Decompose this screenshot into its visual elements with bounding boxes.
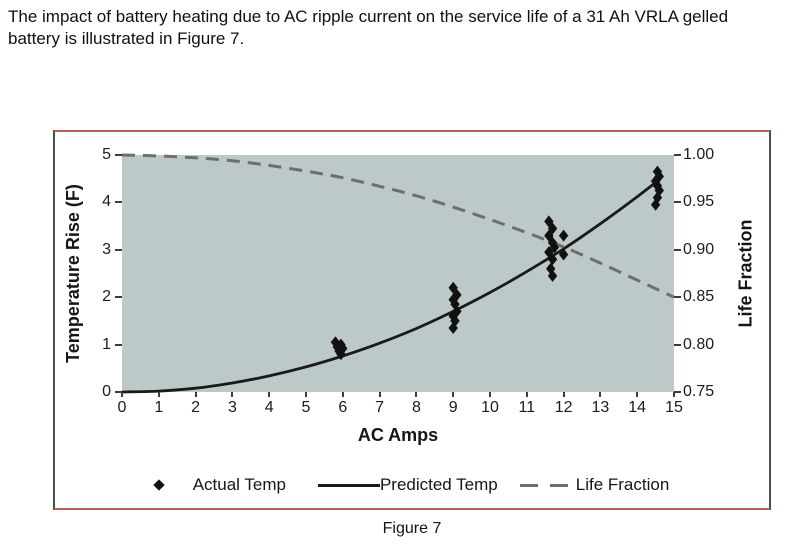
x-axis-tick-mark xyxy=(562,392,565,397)
right-axis-tick-label: 0.80 xyxy=(683,335,715,353)
x-axis-tick-label: 15 xyxy=(665,399,683,416)
x-axis-tick-mark xyxy=(378,392,381,397)
right-axis-tick-mark xyxy=(674,343,681,346)
left-axis-tick-mark xyxy=(115,391,122,393)
x-axis-tick-mark xyxy=(599,392,602,397)
left-axis-tick-label: 4 xyxy=(102,193,111,211)
chart-legend: Actual Temp Predicted Temp Life Fraction xyxy=(55,470,769,500)
x-axis-tick-mark xyxy=(525,392,528,397)
actual-temp-diamond-icon xyxy=(153,479,165,491)
data-point-diamond xyxy=(558,248,569,261)
x-axis-tick-mark xyxy=(194,392,197,397)
x-axis-tick-label: 1 xyxy=(154,399,164,416)
left-axis-tick-mark xyxy=(115,154,122,156)
left-axis-title: Temperature Rise (F) xyxy=(62,184,83,363)
left-axis-tick-mark xyxy=(115,201,122,204)
data-point-diamond xyxy=(336,348,346,361)
intro-line-2: battery is illustrated in Figure 7. xyxy=(8,29,245,48)
intro-line-1: The impact of battery heating due to AC … xyxy=(8,7,729,26)
data-point-diamond xyxy=(654,170,664,183)
x-axis-tick-label: 8 xyxy=(411,399,421,416)
left-axis-tick-mark xyxy=(115,248,122,251)
right-axis-tick-label: 0.85 xyxy=(683,288,715,306)
data-point-diamond xyxy=(654,184,664,197)
life-fraction-dash-icon xyxy=(519,483,576,487)
data-point-diamond xyxy=(549,241,560,254)
x-axis-tick-label: 12 xyxy=(554,399,573,416)
x-axis-tick-label: 10 xyxy=(481,399,499,416)
legend-label-actual-temp: Actual Temp xyxy=(192,475,286,494)
left-axis-tick-mark xyxy=(115,343,122,346)
right-axis-tick-label: 0.95 xyxy=(683,193,715,211)
right-axis-title: Life Fraction xyxy=(735,219,756,328)
figure-7-chart: Temperature Rise (F) Life Fraction 5 4 3 2 1… xyxy=(53,130,771,510)
data-point-diamond xyxy=(650,198,661,211)
plot-area-background xyxy=(122,155,674,392)
left-axis-tick-label: 0 xyxy=(102,383,111,400)
figure-caption: Figure 7 xyxy=(382,520,442,537)
left-axis-tick-label: 2 xyxy=(102,288,111,306)
x-axis-tick-label: 13 xyxy=(591,399,610,416)
data-point-diamond xyxy=(448,322,458,335)
data-point-diamond xyxy=(452,288,462,301)
x-axis-tick-mark xyxy=(268,392,271,397)
right-axis-tick-label: 1.00 xyxy=(683,146,715,163)
data-point-diamond xyxy=(650,175,661,188)
right-axis-tick-mark xyxy=(674,248,681,251)
data-point-diamond xyxy=(652,191,663,204)
plot-series-layer xyxy=(121,153,675,394)
right-axis-tick-mark xyxy=(674,296,681,299)
x-axis-tick-mark xyxy=(341,392,344,397)
chart-canvas: Temperature Rise (F) Life Fraction 5 4 3 2 1… xyxy=(55,132,769,508)
right-axis-tick-label: 0.90 xyxy=(683,240,715,258)
x-axis-tick-label: 7 xyxy=(375,399,385,416)
x-axis-tick-mark xyxy=(305,392,307,397)
x-axis-tick-mark xyxy=(415,392,418,397)
x-axis-tick-mark xyxy=(452,392,455,397)
left-axis-tick-label: 3 xyxy=(102,240,111,258)
x-axis-tick-label: 5 xyxy=(301,399,311,416)
x-axis-tick-label: 4 xyxy=(264,399,274,416)
legend-label-life-fraction: Life Fraction xyxy=(575,475,670,494)
x-axis-tick-mark xyxy=(636,392,639,397)
right-axis-tick-mark xyxy=(674,154,681,156)
data-point-diamond xyxy=(558,229,569,242)
right-axis-tick-mark xyxy=(674,391,681,393)
x-axis-tick-label: 0 xyxy=(117,399,127,416)
left-axis-tick-mark xyxy=(115,296,122,299)
series-life-fraction xyxy=(121,153,675,299)
x-axis-tick-label: 3 xyxy=(227,399,237,416)
data-point-diamond xyxy=(652,179,663,192)
x-axis-tick-label: 11 xyxy=(518,399,536,416)
left-axis-tick-label: 1 xyxy=(102,335,111,353)
x-axis-tick-mark xyxy=(157,392,160,397)
right-axis-tick-mark xyxy=(674,201,681,204)
predicted-temp-line-icon xyxy=(317,483,380,487)
x-axis-tick-label: 2 xyxy=(191,399,201,416)
data-point-diamond xyxy=(652,165,663,178)
series-predicted-temp xyxy=(121,178,661,394)
x-axis-tick-mark xyxy=(231,392,234,397)
right-axis-tick-label: 0.75 xyxy=(683,383,715,400)
x-axis-title: AC Amps xyxy=(357,425,439,445)
x-axis-tick-label: 9 xyxy=(448,399,458,416)
x-axis-tick-label: 6 xyxy=(338,399,348,416)
x-axis-tick-mark xyxy=(489,392,491,397)
legend-label-predicted-temp: Predicted Temp xyxy=(379,475,498,494)
x-axis-tick-mark xyxy=(673,392,675,397)
intro-paragraph: The impact of battery heating due to AC … xyxy=(8,6,796,50)
x-axis-tick-label: 14 xyxy=(628,399,647,416)
left-axis-tick-label: 5 xyxy=(102,146,111,163)
x-axis-tick-mark xyxy=(121,392,123,397)
